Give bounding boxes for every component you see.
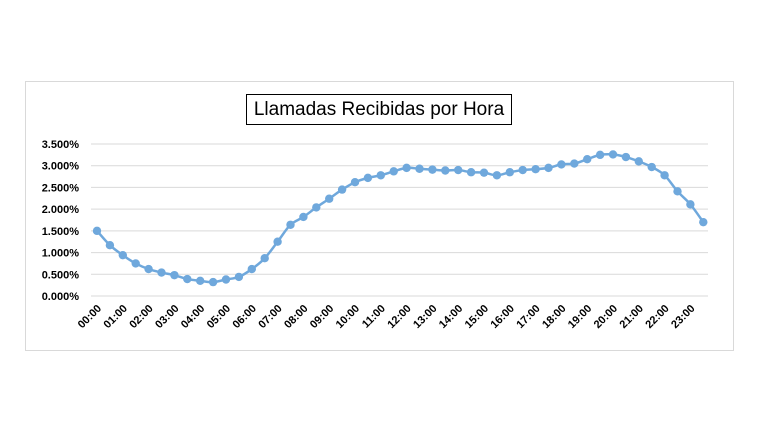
data-point <box>299 212 308 222</box>
data-point <box>686 200 695 209</box>
data-point <box>131 259 140 268</box>
x-tick-label: 12:00 <box>385 303 413 331</box>
x-tick-label: 01:00 <box>102 303 130 331</box>
data-point <box>247 264 256 274</box>
x-tick-label: 17:00 <box>514 303 542 331</box>
data-point <box>105 240 115 250</box>
data-point <box>415 164 424 173</box>
x-tick-label: 13:00 <box>411 303 439 331</box>
data-point <box>363 173 373 183</box>
series-line <box>96 152 705 284</box>
data-point <box>92 226 102 236</box>
x-tick-label: 10:00 <box>334 303 362 331</box>
data-point <box>325 194 334 203</box>
data-point <box>183 274 192 284</box>
data-point <box>337 185 347 194</box>
x-tick-label: 19:00 <box>566 303 594 331</box>
x-tick-label: 20:00 <box>592 303 620 331</box>
x-tick-label: 04:00 <box>179 303 207 331</box>
x-tick-label: 09:00 <box>308 303 336 331</box>
data-point <box>144 264 153 274</box>
y-tick-label: 2.500% <box>42 182 80 194</box>
data-point <box>647 162 656 172</box>
x-tick-label: 08:00 <box>282 303 310 331</box>
data-point <box>570 159 579 168</box>
data-point <box>389 167 398 176</box>
x-tick-label: 16:00 <box>489 303 517 331</box>
data-point <box>595 150 605 160</box>
data-point <box>428 165 437 174</box>
data-point <box>260 254 269 263</box>
data-point <box>608 150 618 159</box>
y-tick-label: 3.000% <box>42 161 80 173</box>
data-point <box>479 168 489 177</box>
data-point <box>621 152 631 162</box>
y-tick-label: 2.000% <box>42 204 80 216</box>
x-tick-label: 15:00 <box>463 303 491 331</box>
x-tick-label: 22:00 <box>643 303 671 331</box>
data-point <box>350 178 360 187</box>
y-tick-label: 1.500% <box>42 226 80 238</box>
x-tick-label: 03:00 <box>153 303 181 331</box>
y-tick-label: 1.000% <box>42 248 80 260</box>
series-calls <box>92 150 708 287</box>
x-tick-label: 00:00 <box>76 303 104 331</box>
chart-title: Llamadas Recibidas por Hora <box>246 94 512 125</box>
data-point <box>492 171 502 180</box>
x-tick-label: 06:00 <box>231 303 259 331</box>
x-tick-label: 07:00 <box>256 303 284 331</box>
x-tick-label: 05:00 <box>205 303 233 331</box>
data-point <box>673 187 682 196</box>
data-point <box>221 275 231 284</box>
x-tick-label: 02:00 <box>127 303 155 331</box>
data-point <box>273 237 282 246</box>
data-point <box>402 163 411 173</box>
data-point <box>157 268 166 277</box>
data-point <box>557 160 566 169</box>
data-point <box>544 163 553 173</box>
x-tick-label: 23:00 <box>669 303 697 331</box>
data-point <box>454 165 463 175</box>
data-point <box>660 171 669 180</box>
data-point <box>286 220 295 229</box>
data-point <box>466 168 476 177</box>
data-point <box>312 203 321 212</box>
data-point <box>170 270 179 280</box>
data-point <box>634 157 643 166</box>
data-point <box>376 171 385 180</box>
x-tick-label: 14:00 <box>437 303 465 331</box>
y-axis: 0.000% 0.500% 1.000% 1.500% 2.000% 2.500% 3.00… <box>42 139 80 303</box>
x-tick-label: 18:00 <box>540 303 568 331</box>
y-tick-label: 0.500% <box>42 269 80 281</box>
gridlines <box>91 143 708 297</box>
data-point <box>518 165 527 175</box>
y-tick-label: 3.500% <box>42 139 80 151</box>
x-tick-label: 21:00 <box>618 303 646 331</box>
data-point <box>505 168 514 177</box>
chart-area <box>25 81 734 351</box>
data-point <box>234 272 244 282</box>
data-point <box>196 276 205 285</box>
data-point <box>699 217 708 227</box>
y-tick-label: 0.000% <box>42 291 80 303</box>
x-tick-label: 11:00 <box>360 303 388 331</box>
data-point <box>208 277 218 287</box>
data-point <box>118 250 128 260</box>
x-axis: 00:0001:0002:0003:0004:0005:0006:0007:00… <box>76 303 698 331</box>
data-point <box>531 164 540 174</box>
data-point <box>441 166 450 175</box>
data-point <box>583 155 592 164</box>
